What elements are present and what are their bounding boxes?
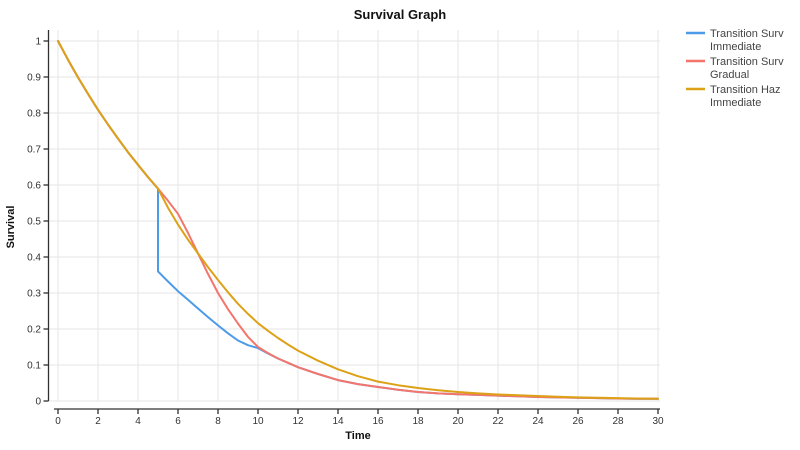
y-tick-label: 0.8 [27,109,41,120]
x-tick-label: 18 [412,416,424,427]
x-tick-label: 12 [292,416,304,427]
y-tick-label: 0.4 [27,253,41,264]
series-line-transition-haz-immediate[interactable] [57,40,659,400]
chart-title: Survival Graph [354,7,447,22]
y-tick-label: 0.9 [27,73,41,84]
plot-area[interactable] [58,30,660,401]
y-tick-label: 0 [35,397,41,408]
legend-label-line2: Immediate [710,97,761,109]
x-tick-label: 2 [95,416,101,427]
y-tick-label: 1 [35,37,41,48]
legend-label-line2: Immediate [710,41,761,53]
legend-label-line2: Gradual [710,69,749,81]
axes [43,30,660,414]
y-axis-title: Survival [5,206,17,249]
x-tick-label: 0 [55,416,61,427]
x-tick-label: 10 [252,416,264,427]
y-tick-label: 0.2 [27,325,41,336]
x-tick-label: 22 [492,416,504,427]
x-tick-label: 20 [452,416,464,427]
y-tick-label: 0.1 [27,361,41,372]
series-lines [57,40,659,400]
x-tick-label: 26 [572,416,584,427]
x-tick-label: 4 [135,416,141,427]
x-tick-label: 8 [215,416,221,427]
y-tick-label: 0.3 [27,289,41,300]
x-tick-label: 6 [175,416,181,427]
x-axis-title: Time [345,430,370,442]
x-tick-label: 30 [652,416,664,427]
y-tick-label: 0.6 [27,181,41,192]
x-tick-label: 16 [372,416,384,427]
y-tick-label: 0.7 [27,145,41,156]
gridlines [48,30,660,402]
tick-labels: 00.10.20.30.40.50.60.70.80.910 2 4 6 8 10 12 14… [27,37,664,428]
x-tick-label: 24 [532,416,544,427]
x-tick-label: 28 [612,416,624,427]
legend-label-line1: Transition Surv [710,56,784,68]
x-tick-label: 14 [332,416,344,427]
legend-label-line1: Transition Surv [710,28,784,40]
legend-label-line1: Transition Haz [710,84,781,96]
y-tick-label: 0.5 [27,217,41,228]
